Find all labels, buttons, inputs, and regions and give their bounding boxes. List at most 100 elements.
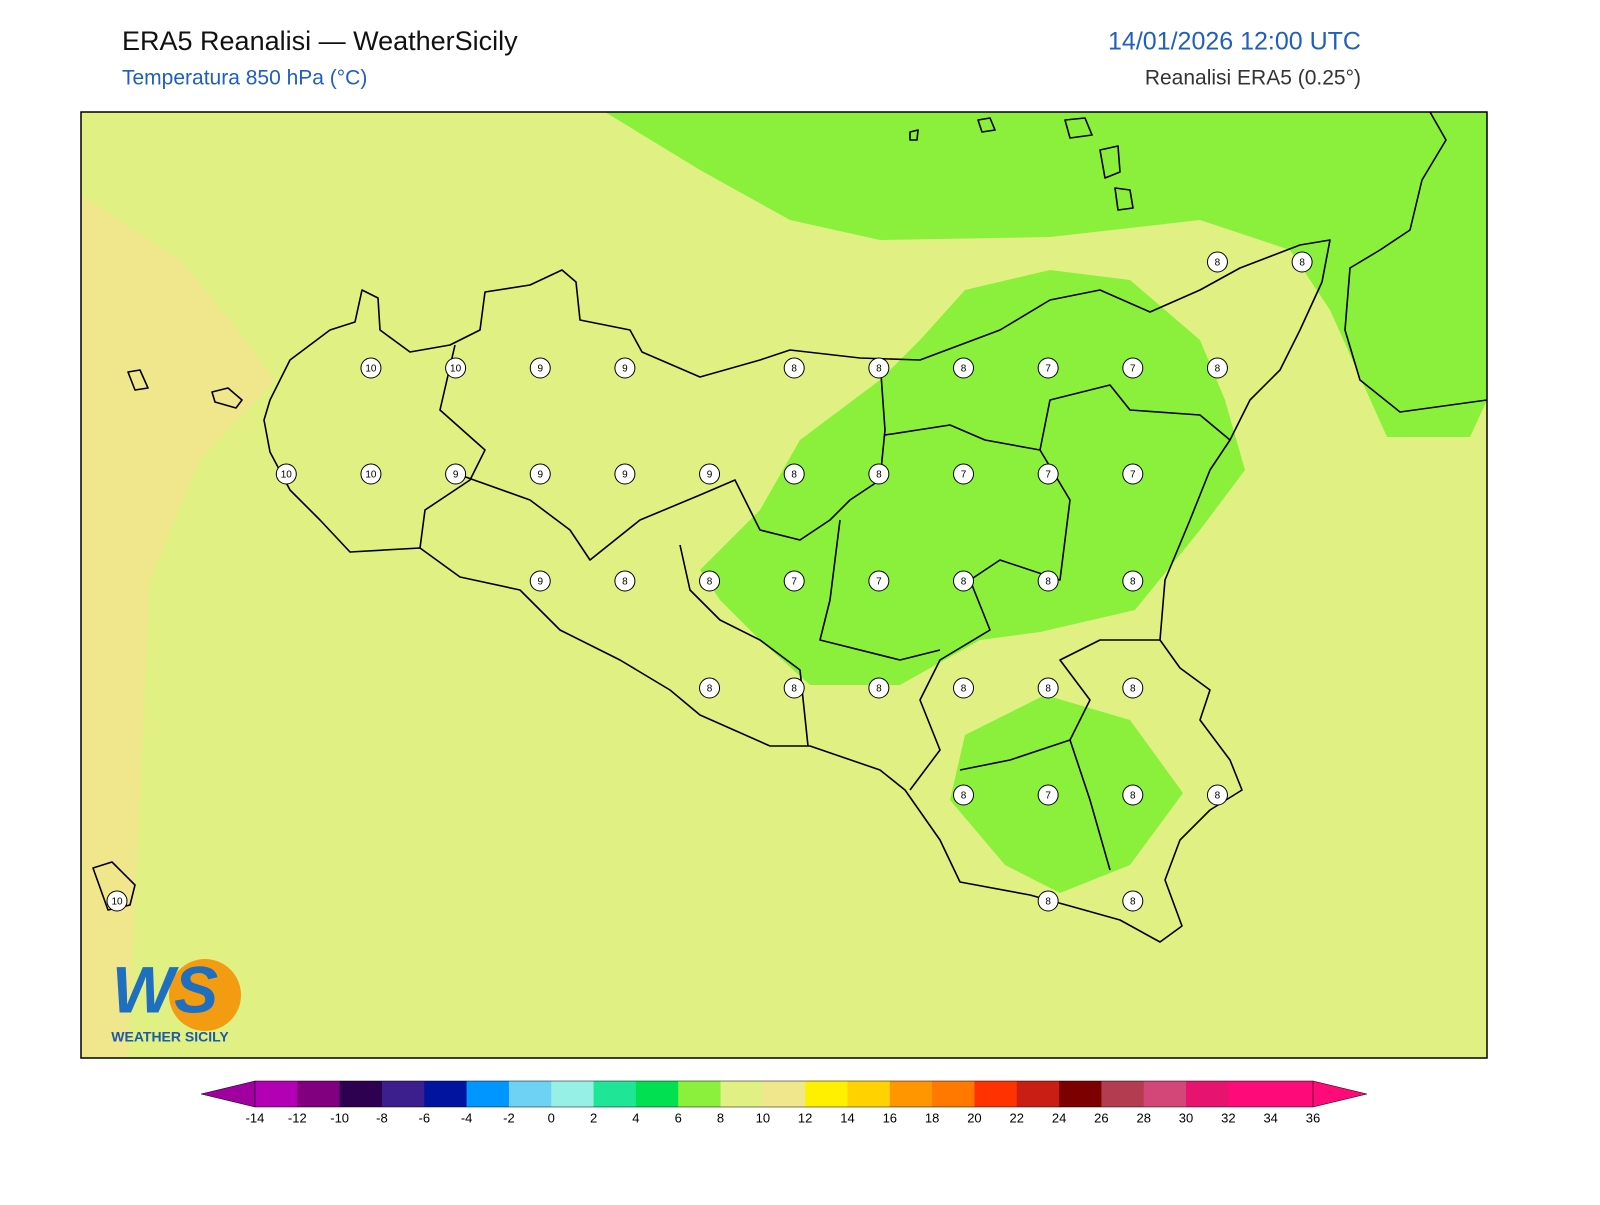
value-point: 8 bbox=[783, 463, 805, 485]
point-label: 10 bbox=[450, 364, 462, 375]
colorbar-tick-label: 10 bbox=[756, 1110, 770, 1125]
point-marker bbox=[868, 463, 890, 485]
colorbar-tick-label: 22 bbox=[1010, 1110, 1024, 1125]
colorbar: -14 -12 -10 -8 -6 -4 -2 0 2 4 6 8 10 12 14 16 18 20 22 24 26… bbox=[200, 1080, 1368, 1125]
colorbar-tick-label: 26 bbox=[1094, 1110, 1108, 1125]
colorbar-segment bbox=[297, 1081, 341, 1107]
point-marker bbox=[1037, 677, 1059, 699]
point-marker bbox=[360, 357, 382, 379]
map-frame bbox=[80, 111, 1488, 1059]
value-point: 8 bbox=[783, 357, 805, 379]
point-marker bbox=[699, 463, 721, 485]
point-label: 8 bbox=[1130, 577, 1136, 588]
point-marker bbox=[614, 357, 636, 379]
point-marker bbox=[1122, 890, 1144, 912]
colorbar-tick-label: -10 bbox=[330, 1110, 349, 1125]
colorbar-segment bbox=[424, 1081, 468, 1107]
point-label: 10 bbox=[281, 470, 293, 481]
value-point: 9 bbox=[529, 570, 551, 592]
colorbar-segment bbox=[1101, 1081, 1145, 1107]
point-label: 8 bbox=[791, 364, 797, 375]
value-point: 8 bbox=[1122, 677, 1144, 699]
logo-text: WEATHER SICILY bbox=[111, 1029, 229, 1045]
colorbar-tick-label: -14 bbox=[246, 1110, 265, 1125]
colorbar-tick-label: -12 bbox=[288, 1110, 307, 1125]
colorbar-segment bbox=[1016, 1081, 1060, 1107]
point-marker bbox=[953, 463, 974, 485]
colorbar-segment bbox=[974, 1081, 1018, 1107]
colorbar-segment bbox=[1143, 1081, 1187, 1107]
point-label: 8 bbox=[791, 684, 797, 695]
value-point: 10 bbox=[360, 357, 382, 379]
colorbar-over bbox=[1312, 1080, 1368, 1108]
value-point: 8 bbox=[953, 570, 974, 592]
value-point: 7 bbox=[1037, 784, 1059, 806]
point-label: 8 bbox=[961, 684, 967, 695]
point-marker bbox=[1122, 677, 1144, 699]
point-label: 7 bbox=[1045, 364, 1051, 375]
point-label: 8 bbox=[1045, 577, 1051, 588]
colorbar-tick-label: 30 bbox=[1179, 1110, 1193, 1125]
value-point: 8 bbox=[868, 463, 890, 485]
point-marker bbox=[953, 357, 974, 379]
point-marker bbox=[699, 677, 721, 699]
value-point: 8 bbox=[1122, 784, 1144, 806]
value-point: 10 bbox=[360, 463, 382, 485]
value-point: 9 bbox=[445, 463, 467, 485]
colorbar-tick-label: 36 bbox=[1306, 1110, 1320, 1125]
value-point: 10 bbox=[445, 357, 467, 379]
value-point: 7 bbox=[953, 463, 974, 485]
colorbar-segment bbox=[466, 1081, 510, 1107]
point-label: 8 bbox=[1215, 258, 1221, 269]
colorbar-segment bbox=[381, 1081, 425, 1107]
title: ERA5 Reanalisi — WeatherSicily bbox=[122, 26, 518, 56]
value-point: 8 bbox=[1037, 890, 1059, 912]
value-point: 8 bbox=[1291, 251, 1313, 273]
point-marker bbox=[1206, 784, 1228, 806]
point-label: 8 bbox=[622, 577, 628, 588]
colorbar-segment bbox=[1270, 1081, 1314, 1107]
subtitle: Temperatura 850 hPa (°C) bbox=[122, 67, 367, 90]
colorbar-tick-label: 14 bbox=[840, 1110, 854, 1125]
colorbar-segment bbox=[889, 1081, 933, 1107]
point-marker bbox=[360, 463, 382, 485]
colorbar-tick-label: 4 bbox=[632, 1110, 639, 1125]
point-marker bbox=[529, 463, 551, 485]
colorbar-segment bbox=[255, 1081, 298, 1107]
point-marker bbox=[783, 357, 805, 379]
value-point: 8 bbox=[1206, 251, 1228, 273]
point-label: 8 bbox=[876, 364, 882, 375]
colorbar-segment bbox=[339, 1081, 383, 1107]
colorbar-tick-label: 16 bbox=[883, 1110, 897, 1125]
source: Reanalisi ERA5 (0.25°) bbox=[1145, 67, 1361, 90]
value-point: 7 bbox=[1037, 463, 1059, 485]
point-label: 9 bbox=[537, 364, 543, 375]
point-label: 9 bbox=[537, 470, 543, 481]
point-marker bbox=[1037, 357, 1059, 379]
point-marker bbox=[868, 677, 890, 699]
colorbar-segment bbox=[932, 1081, 975, 1107]
colorbar-segment bbox=[720, 1081, 764, 1107]
colorbar-segment bbox=[762, 1081, 806, 1107]
point-marker bbox=[445, 463, 467, 485]
province-border bbox=[419, 344, 1231, 871]
point-label: 7 bbox=[1130, 364, 1136, 375]
point-marker bbox=[529, 357, 551, 379]
point-label: 8 bbox=[1045, 684, 1051, 695]
point-label: 9 bbox=[537, 577, 543, 588]
colorbar-segment bbox=[551, 1081, 595, 1107]
colorbar-segment bbox=[805, 1081, 848, 1107]
colorbar-under bbox=[200, 1080, 256, 1108]
point-label: 8 bbox=[1299, 258, 1305, 269]
colorbar-tick-label: 34 bbox=[1263, 1110, 1277, 1125]
value-point: 8 bbox=[1122, 890, 1144, 912]
colorbar-tick-label: -2 bbox=[503, 1110, 515, 1125]
point-label: 10 bbox=[365, 364, 377, 375]
point-label: 9 bbox=[622, 364, 628, 375]
point-label: 8 bbox=[1045, 897, 1051, 908]
value-point: 8 bbox=[699, 570, 721, 592]
point-label: 8 bbox=[961, 364, 967, 375]
point-marker bbox=[1122, 784, 1144, 806]
point-label: 8 bbox=[1215, 364, 1221, 375]
value-point: 10 bbox=[275, 463, 297, 485]
